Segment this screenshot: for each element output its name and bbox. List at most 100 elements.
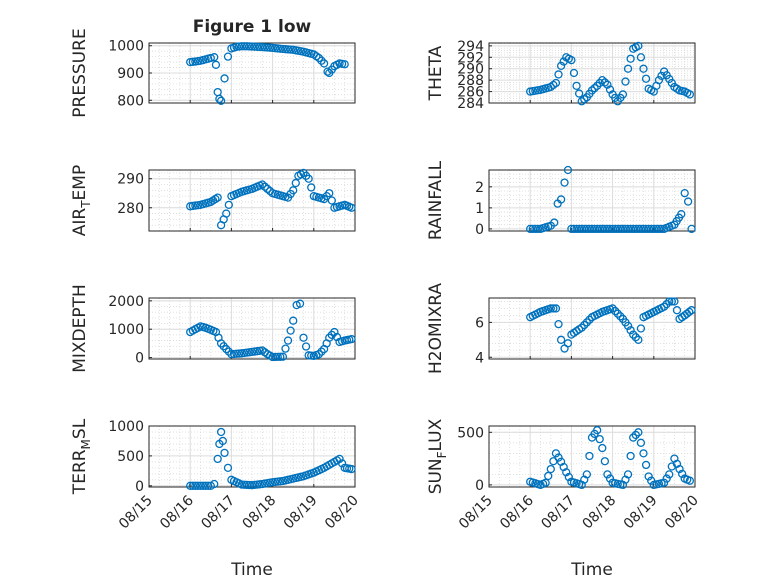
data-point — [567, 55, 576, 65]
data-point — [556, 335, 566, 344]
y-tick-label: 288 — [457, 73, 484, 89]
y-tick-label: 0 — [135, 351, 144, 367]
y-tick-label: 2000 — [108, 294, 144, 310]
data-point — [687, 306, 696, 315]
data-point — [585, 315, 594, 324]
y-tick-label: 290 — [117, 172, 144, 188]
data-point — [641, 460, 651, 470]
data-point — [603, 80, 612, 89]
data-point — [216, 427, 226, 437]
data-point — [232, 349, 241, 358]
y-tick-label: 290 — [457, 62, 484, 78]
data-point — [611, 224, 620, 234]
data-point — [598, 75, 607, 85]
data-point — [247, 42, 257, 51]
data-point — [623, 224, 633, 234]
y-axis-label: THETA — [426, 45, 446, 101]
data-point — [621, 224, 630, 234]
data-point — [677, 469, 687, 479]
data-point — [218, 436, 227, 446]
y-tick-label: 286 — [457, 85, 484, 101]
data-point — [585, 224, 594, 234]
y-tick-label: 1000 — [108, 39, 144, 55]
data-point — [600, 78, 610, 87]
data-point — [582, 224, 591, 234]
data-point — [626, 224, 635, 234]
data-point — [554, 70, 563, 79]
y-axis-label: RAINFALL — [426, 160, 446, 240]
axes-box — [488, 42, 696, 104]
data-point — [569, 68, 579, 78]
data-point — [574, 89, 584, 98]
data-point — [278, 352, 288, 361]
y-tick-label: 2 — [475, 180, 484, 196]
data-point — [304, 174, 313, 183]
data-point — [685, 307, 694, 317]
subplot-air-temp: 280 290 AIRTEMP — [70, 165, 356, 236]
data-point — [220, 448, 229, 458]
y-tick-label: 0 — [475, 222, 484, 238]
x-tick-label: 08/18 — [240, 493, 280, 533]
data-point — [281, 344, 290, 353]
x-tick-label: 08/16 — [497, 492, 537, 532]
data-point — [237, 42, 246, 51]
x-tick-label: 08/15 — [456, 493, 496, 533]
data-point — [680, 188, 689, 198]
y-tick-label: 292 — [457, 50, 484, 66]
y-axis-label: AIRTEMP — [70, 165, 93, 236]
data-point — [644, 224, 653, 234]
data-point — [229, 349, 239, 359]
data-point — [623, 64, 633, 73]
x-axis-label: Time — [570, 560, 613, 580]
data-point — [252, 42, 262, 51]
data-point — [340, 60, 349, 69]
data-point — [563, 165, 573, 175]
subplot-pressure: 800 900 1000 PRESSURE — [70, 28, 356, 118]
data-point — [327, 196, 336, 205]
y-tick-label: 1000 — [108, 419, 144, 435]
data-point — [572, 81, 581, 91]
data-point — [662, 474, 671, 483]
data-point — [569, 224, 579, 234]
data-point — [626, 54, 635, 63]
data-point — [647, 224, 656, 234]
data-point — [317, 347, 326, 356]
data-point — [198, 481, 208, 490]
data-point — [307, 183, 316, 192]
y-tick-label: 280 — [117, 201, 144, 217]
subplot-terr-msl: 0 500 1000 08/15 08/16 08/17 08/18 08/19 08/20 Ti… — [70, 418, 362, 580]
data-point — [533, 224, 543, 234]
data-point — [289, 316, 298, 325]
data-point — [556, 61, 566, 71]
data-point — [649, 224, 658, 234]
data-point — [665, 297, 674, 306]
data-point — [196, 481, 205, 490]
data-point — [659, 302, 669, 311]
data-point — [325, 189, 334, 198]
y-axis-label: TERRMSL — [70, 418, 93, 495]
data-point — [337, 459, 347, 468]
data-point — [677, 210, 686, 219]
data-point — [580, 224, 589, 234]
data-point — [616, 312, 625, 321]
data-point — [260, 182, 270, 191]
data-point — [623, 321, 633, 331]
axes-box — [488, 425, 696, 488]
data-point — [626, 326, 635, 335]
x-tick-label: 08/20 — [662, 493, 702, 533]
data-point — [595, 434, 604, 444]
data-point — [299, 333, 308, 342]
data-point — [215, 94, 224, 104]
data-point — [634, 224, 643, 234]
data-point — [683, 197, 693, 206]
y-tick-label: 1000 — [108, 322, 144, 338]
data-point — [224, 347, 233, 356]
data-point — [222, 344, 231, 354]
data-point — [281, 45, 290, 54]
data-point — [237, 480, 246, 489]
data-point — [286, 45, 295, 54]
data-point — [213, 454, 222, 464]
data-point — [544, 471, 553, 481]
subplot-h2omixra: 4 6 H2OMIXRA — [426, 283, 696, 374]
